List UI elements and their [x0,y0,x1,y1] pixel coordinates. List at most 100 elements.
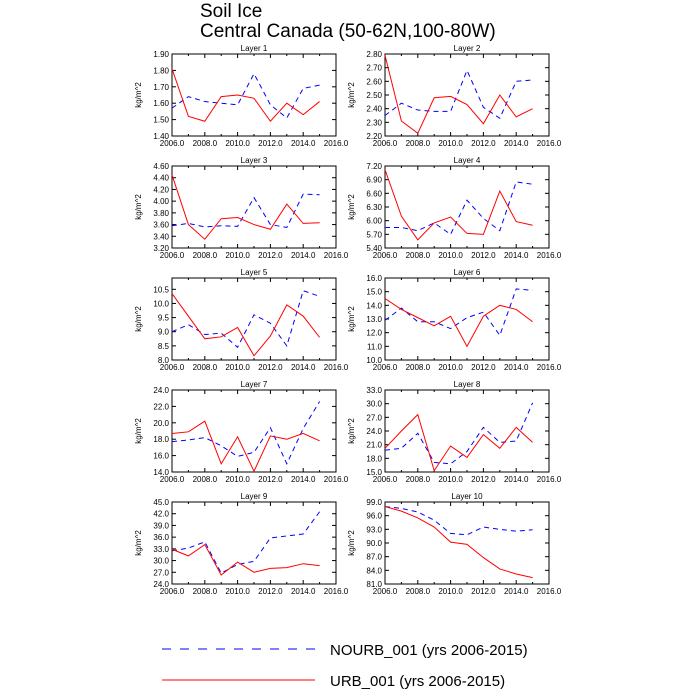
chart-panel-5: Layer 5 kg/m^2 2006.0 2008.0 2010.0 2012.0 201… [134,268,349,372]
chart-panel-2: Layer 2 kg/m^2 2006.0 2008.0 2010.0 2012.0 201… [347,44,562,148]
x-tick-label: 2016.0 [537,475,562,484]
x-tick-label: 2012.0 [471,251,496,260]
x-tick-label: 2008.0 [406,251,431,260]
x-tick-label: 2010.0 [225,587,250,596]
y-tick-label: 12.0 [366,329,382,338]
x-tick-label: 2006.0 [160,363,185,372]
chart-panel-6: Layer 6 kg/m^2 2006.0 2008.0 2010.0 2012.0 201… [347,268,562,372]
y-tick-label: 14.0 [153,468,169,477]
chart-panel-7: Layer 7 kg/m^2 2006.0 2008.0 2010.0 2012.0 201… [134,380,349,484]
y-tick-label: 18.0 [366,454,382,463]
y-tick-label: 15.0 [366,468,382,477]
x-tick-label: 2008.0 [406,587,431,596]
y-tick-label: 8.5 [158,342,170,351]
x-tick-label: 2010.0 [438,587,463,596]
x-tick-label: 2016.0 [537,251,562,260]
y-tick-label: 21.0 [366,441,382,450]
series-line-urb [384,506,533,579]
y-tick-label: 3.40 [153,232,169,241]
legend-urb-label: URB_001 (yrs 2006-2015) [330,673,505,690]
series-line-urb [384,413,533,472]
y-tick-label: 8.0 [158,356,170,365]
y-tick-label: 15.0 [366,288,382,297]
x-tick-label: 2012.0 [258,475,283,484]
y-tick-label: 4.00 [153,197,169,206]
y-tick-label: 14.0 [366,301,382,310]
x-tick-label: 2014.0 [291,251,316,260]
y-tick-label: 6.00 [366,217,382,226]
x-tick-label: 2010.0 [225,475,250,484]
x-tick-label: 2016.0 [537,587,562,596]
y-axis-label: kg/m^2 [134,418,143,444]
y-tick-label: 2.20 [366,132,382,141]
y-tick-label: 20.0 [153,419,169,428]
x-tick-label: 2012.0 [471,587,496,596]
y-axis-label: kg/m^2 [134,306,143,332]
x-tick-label: 2010.0 [438,139,463,148]
y-tick-label: 7.20 [366,162,382,171]
y-tick-label: 93.0 [366,525,382,534]
x-tick-label: 2016.0 [537,139,562,148]
x-tick-label: 2016.0 [324,139,349,148]
chart-title-line-2: Central Canada (50-62N,100-80W) [200,21,496,42]
x-tick-label: 2014.0 [291,139,316,148]
y-tick-label: 1.80 [153,66,169,75]
x-tick-label: 2006.0 [373,251,398,260]
x-tick-label: 2008.0 [193,251,218,260]
y-tick-label: 9.0 [158,328,170,337]
y-tick-label: 33.0 [366,386,382,395]
series-line-urb [384,55,533,135]
y-tick-label: 1.90 [153,50,169,59]
y-axis-label: kg/m^2 [347,82,356,108]
y-tick-label: 2.80 [366,50,382,59]
chart-panel-8: Layer 8 kg/m^2 2006.0 2008.0 2010.0 2012.0 201… [347,380,562,484]
x-tick-label: 2014.0 [504,139,529,148]
y-tick-label: 24.0 [366,427,382,436]
series-line-nourb [171,290,320,349]
x-tick-label: 2006.0 [160,475,185,484]
y-tick-label: 5.40 [366,244,382,253]
y-tick-label: 18.0 [153,435,169,444]
x-tick-label: 2016.0 [324,587,349,596]
y-tick-label: 16.0 [153,452,169,461]
x-tick-label: 2006.0 [373,475,398,484]
x-tick-label: 2016.0 [537,363,562,372]
series-line-nourb [384,288,533,337]
x-tick-label: 2014.0 [504,475,529,484]
y-tick-label: 6.60 [366,189,382,198]
series-line-nourb [384,69,533,119]
x-tick-label: 2014.0 [291,363,316,372]
y-tick-label: 3.60 [153,221,169,230]
x-tick-label: 2008.0 [193,587,218,596]
x-tick-label: 2016.0 [324,475,349,484]
y-axis-label: kg/m^2 [347,194,356,220]
series-line-nourb [384,402,534,465]
y-axis-label: kg/m^2 [134,194,143,220]
x-tick-label: 2010.0 [438,475,463,484]
chart-title-line-1: Soil Ice [200,1,263,22]
x-tick-label: 2010.0 [438,363,463,372]
y-tick-label: 3.20 [153,244,169,253]
y-tick-label: 27.0 [366,413,382,422]
y-tick-label: 36.0 [153,533,169,542]
y-tick-label: 27.0 [153,568,169,577]
panel-title: Layer 5 [241,268,268,277]
panel-title: Layer 2 [454,44,481,53]
panel-title: Layer 9 [241,492,268,501]
chart-panel-1: Layer 1 kg/m^2 2006.0 2008.0 2010.0 2012.0 201… [134,44,349,148]
y-tick-label: 39.0 [153,521,169,530]
y-tick-label: 4.40 [153,174,169,183]
y-tick-label: 10.0 [366,356,382,365]
panel-title: Layer 3 [241,156,268,165]
y-tick-label: 2.30 [366,118,382,127]
series-line-nourb [171,193,320,229]
chart-panel-9: Layer 9 kg/m^2 2006.0 2008.0 2010.0 2012.0 201… [134,492,349,596]
x-tick-label: 2008.0 [193,139,218,148]
y-tick-label: 4.20 [153,185,169,194]
y-tick-label: 13.0 [366,315,382,324]
series-line-urb [171,174,320,240]
panel-title: Layer 10 [451,492,483,501]
panel-title: Layer 8 [454,380,481,389]
